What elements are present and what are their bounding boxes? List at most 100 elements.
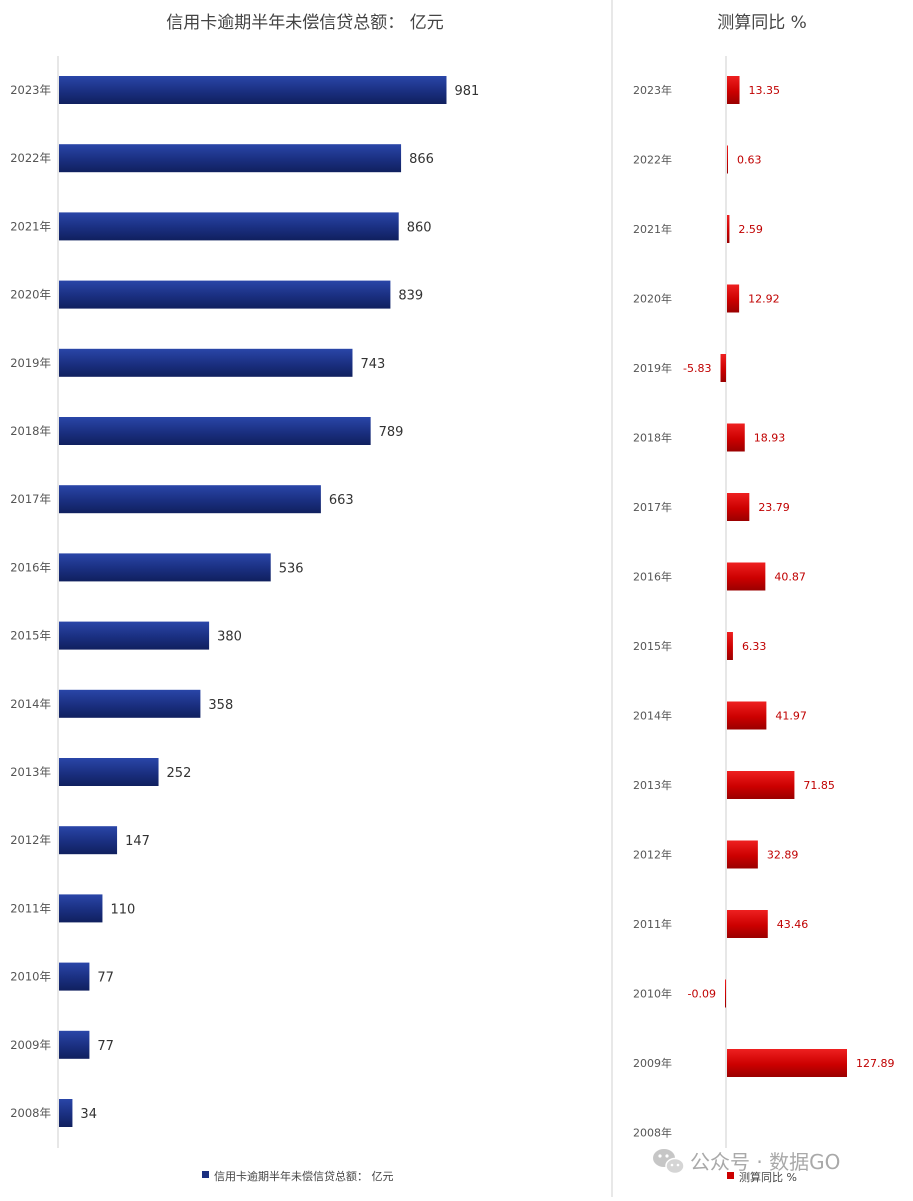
watermark: 公众号 · 数据GO: [653, 1149, 840, 1175]
left-category-label: 2023年: [10, 83, 51, 97]
right-category-label: 2010年: [633, 987, 672, 1001]
left-bar: [59, 1030, 90, 1059]
left-data-label: 663: [329, 493, 354, 508]
left-legend: 信用卡逾期半年未偿信贷总额： 亿元: [202, 1169, 394, 1183]
left-category-label: 2017年: [10, 492, 51, 506]
right-bar: [727, 562, 766, 591]
left-bar: [59, 76, 447, 104]
left-data-label: 866: [409, 152, 434, 167]
left-category-label: 2019年: [10, 356, 51, 370]
left-bar: [59, 758, 159, 786]
right-category-label: 2021年: [633, 222, 672, 236]
watermark-text: 公众号 · 数据GO: [690, 1150, 840, 1174]
right-bar: [727, 76, 740, 104]
right-data-label: 40.87: [774, 571, 806, 584]
left-bar: [59, 553, 271, 582]
left-data-label: 536: [279, 561, 304, 576]
left-category-label: 2020年: [10, 288, 51, 302]
left-bar: [59, 144, 402, 173]
right-data-label: -5.83: [683, 362, 711, 375]
right-data-label: 13.35: [749, 84, 781, 97]
right-category-label: 2013年: [633, 778, 672, 792]
left-legend-swatch: [202, 1171, 209, 1178]
right-data-label: 41.97: [775, 710, 807, 723]
right-bar: [727, 910, 768, 938]
left-data-label: 860: [407, 220, 432, 235]
right-data-label: 32.89: [767, 849, 799, 862]
left-category-label: 2009年: [10, 1038, 51, 1052]
right-data-label: 0.63: [737, 154, 762, 167]
left-data-label: 981: [454, 84, 479, 99]
left-category-label: 2010年: [10, 970, 51, 984]
left-legend-label: 信用卡逾期半年未偿信贷总额： 亿元: [214, 1169, 394, 1183]
left-bar: [59, 417, 371, 445]
right-category-label: 2014年: [633, 709, 672, 723]
left-data-label: 110: [110, 902, 135, 917]
left-data-label: 743: [360, 357, 385, 372]
left-category-label: 2015年: [10, 629, 51, 643]
left-category-label: 2014年: [10, 697, 51, 711]
left-data-label: 839: [398, 289, 423, 304]
right-bar: [727, 493, 750, 521]
left-bar: [59, 826, 118, 855]
right-category-label: 2016年: [633, 570, 672, 584]
left-data-label: 789: [379, 425, 404, 440]
right-bar: [727, 771, 795, 799]
right-bar: [727, 215, 730, 243]
right-category-label: 2012年: [633, 848, 672, 862]
right-bar: [720, 354, 726, 382]
right-data-label: 127.89: [856, 1057, 895, 1070]
left-category-label: 2018年: [10, 424, 51, 438]
right-data-label: 18.93: [754, 432, 786, 445]
right-bar: [727, 701, 767, 730]
right-category-label: 2015年: [633, 639, 672, 653]
left-bar: [59, 212, 399, 241]
left-bar: [59, 485, 321, 514]
right-category-label: 2008年: [633, 1126, 672, 1140]
left-data-label: 34: [80, 1107, 97, 1122]
left-category-label: 2011年: [10, 901, 51, 915]
right-category-label: 2019年: [633, 361, 672, 375]
left-data-label: 77: [97, 1039, 114, 1054]
left-chart-title: 信用卡逾期半年未偿信贷总额： 亿元: [166, 13, 443, 33]
right-bar: [727, 632, 733, 660]
right-category-label: 2022年: [633, 153, 672, 167]
left-data-label: 147: [125, 834, 150, 849]
left-category-label: 2008年: [10, 1106, 51, 1120]
right-data-label: 71.85: [803, 779, 835, 792]
right-category-label: 2020年: [633, 292, 672, 306]
right-bar: [727, 145, 728, 174]
right-category-label: 2009年: [633, 1056, 672, 1070]
left-bar: [59, 962, 90, 991]
left-category-label: 2022年: [10, 151, 51, 165]
left-category-label: 2012年: [10, 833, 51, 847]
right-bar: [727, 284, 740, 313]
right-bar: [727, 423, 745, 452]
right-bar: [725, 979, 726, 1008]
right-legend-label: 测算同比 %: [739, 1170, 797, 1184]
right-category-label: 2011年: [633, 917, 672, 931]
left-bar: [59, 280, 391, 309]
right-bar: [727, 840, 758, 869]
right-legend-swatch: [727, 1172, 734, 1179]
right-category-label: 2017年: [633, 500, 672, 514]
right-category-label: 2018年: [633, 431, 672, 445]
right-chart-title: 测算同比 %: [717, 13, 807, 33]
right-data-label: 23.79: [758, 501, 790, 514]
right-data-label: 6.33: [742, 640, 767, 653]
left-category-label: 2016年: [10, 560, 51, 574]
right-data-label: 12.92: [748, 293, 780, 306]
left-data-label: 358: [208, 698, 233, 713]
left-bar: [59, 348, 353, 377]
left-data-label: 252: [167, 766, 192, 781]
right-category-label: 2023年: [633, 83, 672, 97]
right-data-label: -0.09: [688, 988, 716, 1001]
left-data-label: 380: [217, 630, 242, 645]
right-legend: 测算同比 %: [727, 1170, 797, 1184]
left-bar: [59, 894, 103, 923]
left-data-label: 77: [97, 971, 114, 986]
right-data-label: 43.46: [777, 918, 809, 931]
left-bar: [59, 1099, 73, 1127]
right-bar-series: 2023年 13.35 2022年 0.63 2021年 2.59 2020年 12.92 20…: [633, 76, 895, 1140]
